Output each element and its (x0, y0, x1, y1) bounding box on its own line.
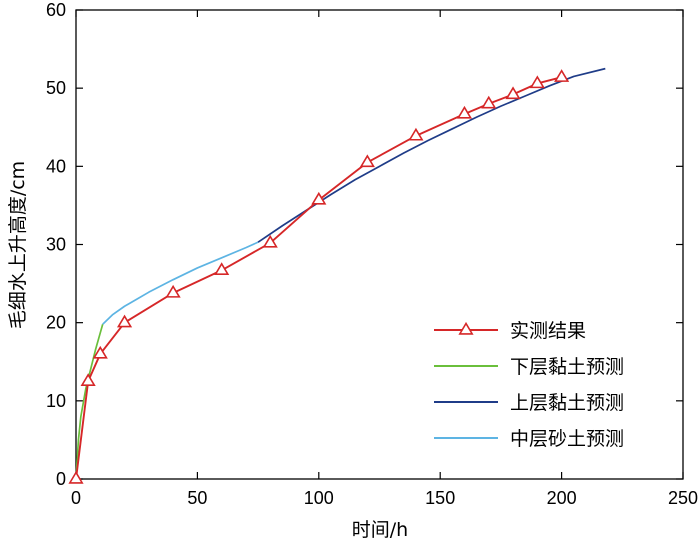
x-tick-label: 0 (71, 488, 81, 508)
data-point-marker (481, 95, 497, 109)
series-line-1 (75, 323, 104, 480)
data-point-marker (116, 314, 133, 328)
data-point-marker (529, 75, 545, 89)
y-tick-label: 50 (46, 78, 66, 98)
legend-label-0: 实测结果 (510, 320, 586, 342)
x-axis-title: 时间/h (352, 519, 408, 541)
y-tick-label: 40 (46, 156, 66, 176)
series-line-3 (102, 241, 259, 325)
data-point-marker (554, 69, 570, 82)
legend-label-2: 上层黏土预测 (510, 392, 624, 414)
data-point-marker (165, 284, 181, 298)
y-tick-label: 30 (46, 235, 66, 255)
legend-label-3: 中层砂土预测 (510, 428, 624, 450)
y-axis-title: 毛细水上升高度/cm (7, 161, 29, 329)
y-tick-label: 0 (56, 469, 66, 489)
y-tick-label: 60 (46, 0, 66, 20)
data-point-marker (92, 345, 108, 359)
series-line-2 (257, 67, 606, 243)
data-point-marker (262, 234, 278, 248)
legend-marker (458, 321, 474, 335)
data-point-marker (456, 105, 473, 119)
data-point-marker (311, 191, 327, 205)
x-tick-label: 200 (547, 488, 577, 508)
x-tick-label: 150 (425, 488, 455, 508)
data-point-marker (505, 86, 521, 100)
data-point-marker (80, 373, 96, 386)
x-tick-label: 50 (187, 488, 207, 508)
x-tick-label: 100 (304, 488, 334, 508)
legend-label-1: 下层黏土预测 (510, 356, 624, 378)
data-point-marker (214, 262, 230, 275)
series-line-0 (75, 76, 562, 480)
y-tick-label: 20 (46, 313, 66, 333)
plot-area: 0 50 100 150 200 250 0 10 20 30 40 50 60 (46, 0, 698, 508)
data-point-marker (359, 154, 375, 168)
data-point-marker (68, 470, 84, 484)
data-point-marker (408, 127, 424, 141)
y-tick-label: 10 (46, 391, 66, 411)
x-tick-label: 250 (668, 488, 698, 508)
